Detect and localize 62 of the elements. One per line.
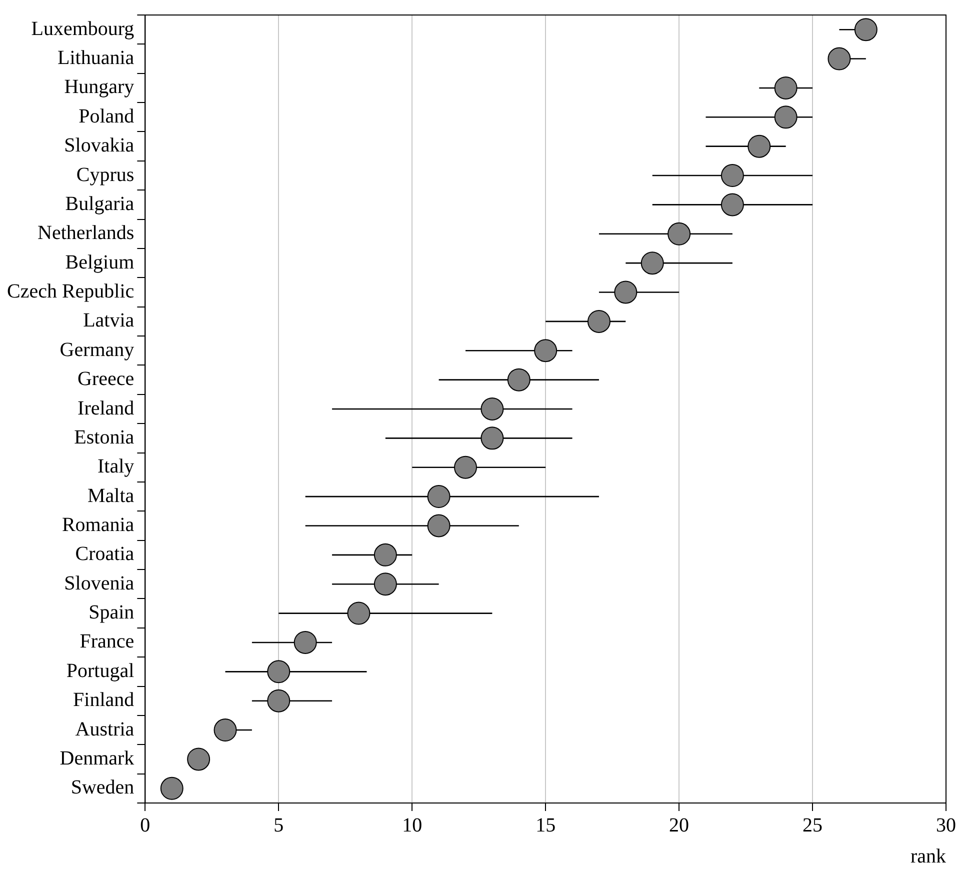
x-tick-label: 10: [402, 814, 422, 836]
y-tick-label: France: [80, 630, 134, 653]
point: [374, 572, 397, 596]
point: [480, 398, 504, 420]
y-tick-label: Cyprus: [76, 164, 134, 186]
point: [668, 222, 691, 246]
y-tick-label: Ireland: [78, 397, 134, 420]
point: [160, 776, 184, 800]
y-tick-label: Malta: [88, 484, 134, 507]
x-tick-label: 0: [140, 814, 150, 836]
y-tick-label: Portugal: [66, 660, 135, 682]
point: [267, 689, 290, 712]
y-tick-label: Latvia: [83, 310, 134, 332]
y-tick-label: Austria: [75, 718, 134, 740]
y-tick-label: Czech Republic: [6, 280, 134, 303]
x-axis-title: rank: [910, 845, 946, 868]
x-tick-label: 25: [802, 814, 823, 836]
y-tick-label: Slovakia: [64, 134, 134, 157]
y-tick-label: Greece: [78, 368, 134, 390]
x-tick-label: 5: [274, 814, 284, 836]
point: [427, 514, 450, 538]
point: [748, 134, 771, 158]
x-tick-label: 30: [936, 814, 956, 836]
point: [214, 718, 237, 742]
x-tick-label: 15: [536, 814, 556, 836]
point: [614, 280, 638, 304]
y-tick-label: Germany: [60, 338, 134, 361]
y-tick-label: Hungary: [64, 76, 134, 98]
point: [187, 748, 210, 771]
y-tick-label: Slovenia: [64, 572, 134, 594]
y-tick-label: Sweden: [70, 776, 134, 799]
point: [454, 456, 478, 479]
point: [774, 106, 798, 129]
point: [854, 18, 878, 42]
y-tick-label: Denmark: [60, 747, 134, 770]
y-tick-label: Belgium: [65, 251, 135, 274]
y-tick-label: Finland: [73, 689, 134, 712]
point: [720, 193, 744, 216]
point: [587, 310, 610, 333]
point: [267, 660, 290, 684]
y-tick-label: Spain: [88, 602, 134, 624]
y-tick-label: Netherlands: [38, 222, 134, 244]
y-tick-label: Luxembourg: [31, 18, 134, 40]
point: [427, 485, 450, 508]
y-tick-label: Lithuania: [58, 47, 134, 70]
y-tick-label: Estonia: [74, 426, 134, 448]
y-tick-label: Bulgaria: [65, 192, 134, 215]
point: [347, 602, 370, 625]
y-tick-label: Croatia: [75, 543, 134, 566]
point: [828, 47, 851, 70]
y-tick-label: Poland: [78, 105, 134, 128]
point: [374, 543, 397, 566]
point: [774, 76, 798, 100]
y-tick-label: Romania: [62, 514, 134, 536]
point: [480, 426, 504, 450]
x-tick-label: 20: [669, 814, 690, 836]
point: [720, 164, 744, 188]
point: [294, 630, 317, 654]
point: [507, 368, 530, 392]
point: [534, 339, 558, 362]
point: [640, 252, 664, 275]
y-tick-label: Italy: [98, 456, 134, 478]
